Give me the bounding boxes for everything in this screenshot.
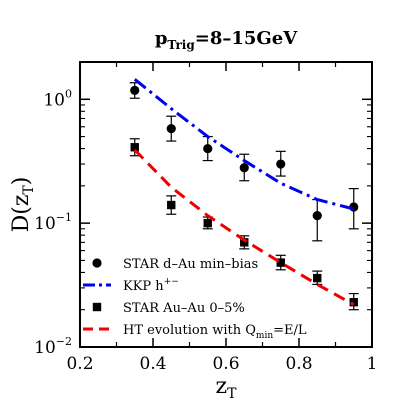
- data-point-circle: [166, 123, 176, 134]
- data-point-circle: [239, 163, 249, 173]
- data-point-square: [276, 258, 285, 267]
- data-point-square: [167, 200, 176, 210]
- y-tick-label: 10−2: [34, 335, 72, 358]
- series-1-line: [133, 78, 355, 211]
- series-0-points: [129, 82, 359, 242]
- y-tick-label: 10−1: [34, 211, 72, 234]
- series-3-line-group: [133, 148, 355, 306]
- x-tick-label: 1: [367, 354, 378, 374]
- y-axis-label: D(zT): [9, 177, 37, 233]
- x-tick-label: 0.2: [66, 354, 93, 374]
- legend-label-3: HT evolution with Qmin=E/L: [123, 323, 307, 341]
- data-point-square: [349, 297, 358, 307]
- x-tick-label: 0.6: [212, 354, 239, 374]
- x-tick-label: 0.4: [139, 354, 166, 374]
- data-point-square: [203, 218, 212, 228]
- series-2-points: [129, 138, 359, 311]
- legend-label-1: KKP h+−: [123, 277, 179, 294]
- legend-marker-square: [92, 302, 102, 312]
- data-point-circle: [312, 211, 322, 221]
- legend-label-0: STAR d–Au min–bias: [123, 257, 258, 272]
- y-tick-label: 100: [43, 87, 72, 110]
- plot-area: 0.2 0.4 0.6 0.8 1 10−2 10−1 100 pTrig=8–15GeV zT D…: [9, 28, 377, 402]
- data-point-circle: [130, 85, 140, 95]
- legend: STAR d–Au min–bias KKP h+− STAR Au–Au 0–5%…: [83, 257, 307, 341]
- data-point-square: [313, 273, 322, 283]
- series-3-line: [133, 148, 355, 306]
- data-point-circle: [276, 159, 286, 169]
- data-point-square: [130, 143, 139, 152]
- legend-label-2: STAR Au–Au 0–5%: [123, 301, 245, 316]
- series-1-line-group: [133, 78, 355, 211]
- data-point-circle: [203, 143, 213, 154]
- x-tick-label: 0.8: [285, 354, 312, 374]
- data-point-square: [240, 238, 249, 247]
- legend-marker-circle: [92, 258, 102, 268]
- chart-title: pTrig=8–15GeV: [155, 28, 298, 52]
- x-axis-label: zT: [216, 374, 238, 402]
